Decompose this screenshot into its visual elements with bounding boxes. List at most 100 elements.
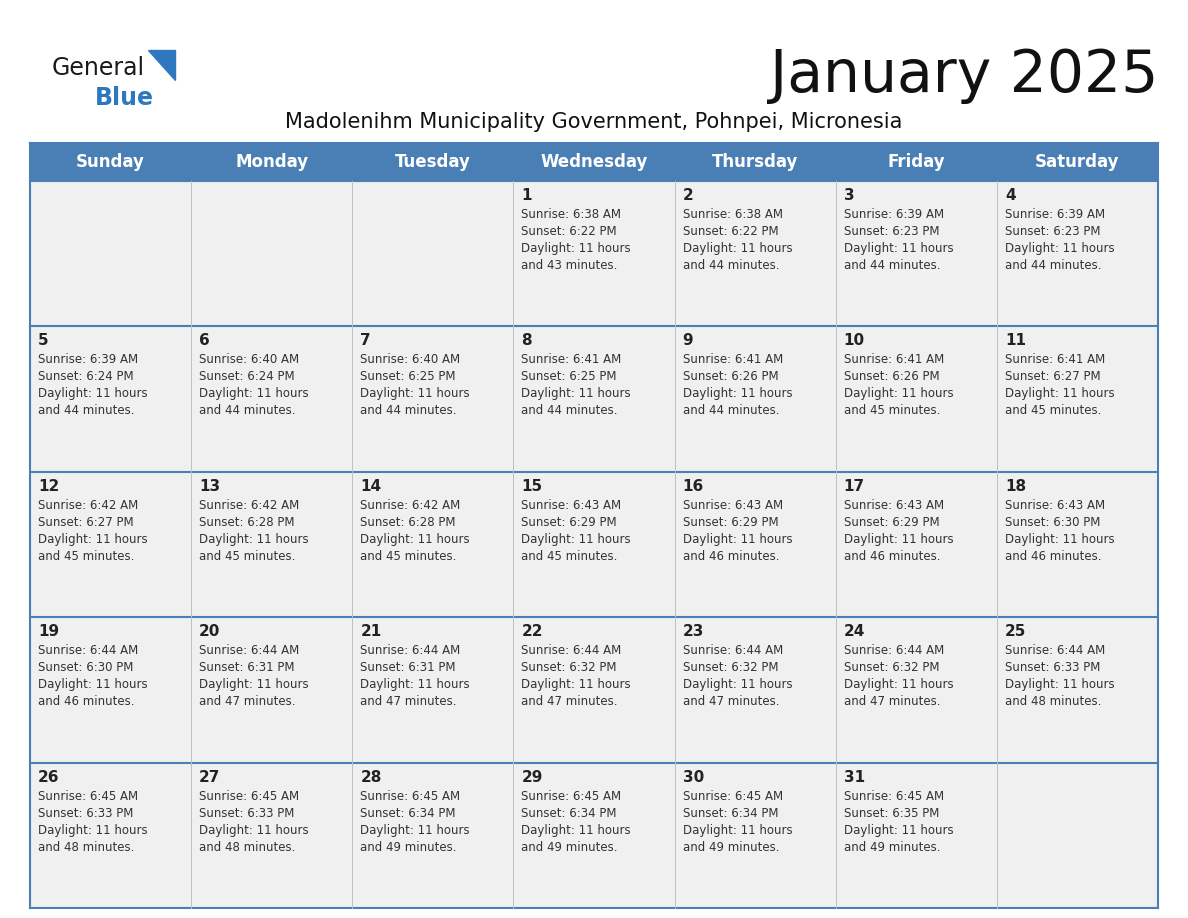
Bar (997, 763, 1158, 908)
Bar (30, 143, 191, 181)
Text: Sunday: Sunday (76, 153, 145, 171)
Text: Sunrise: 6:44 AM: Sunrise: 6:44 AM (843, 644, 944, 657)
Text: 29: 29 (522, 769, 543, 785)
Bar (191, 327, 353, 472)
Text: and 46 minutes.: and 46 minutes. (843, 550, 940, 563)
Text: 22: 22 (522, 624, 543, 639)
Text: Sunrise: 6:45 AM: Sunrise: 6:45 AM (843, 789, 943, 802)
Text: and 44 minutes.: and 44 minutes. (683, 259, 779, 272)
Text: Daylight: 11 hours: Daylight: 11 hours (200, 532, 309, 546)
Text: Sunset: 6:24 PM: Sunset: 6:24 PM (200, 370, 295, 384)
Text: Sunset: 6:28 PM: Sunset: 6:28 PM (360, 516, 456, 529)
Bar (191, 143, 353, 181)
Text: Daylight: 11 hours: Daylight: 11 hours (522, 823, 631, 836)
Text: and 48 minutes.: and 48 minutes. (38, 841, 134, 854)
Text: and 46 minutes.: and 46 minutes. (38, 695, 134, 708)
Text: Sunset: 6:23 PM: Sunset: 6:23 PM (1005, 225, 1100, 238)
Text: Sunset: 6:27 PM: Sunset: 6:27 PM (38, 516, 133, 529)
Bar (513, 763, 675, 908)
Text: Daylight: 11 hours: Daylight: 11 hours (360, 678, 470, 691)
Bar (30, 181, 191, 327)
Text: Sunrise: 6:45 AM: Sunrise: 6:45 AM (360, 789, 461, 802)
Text: Tuesday: Tuesday (394, 153, 470, 171)
Text: Daylight: 11 hours: Daylight: 11 hours (38, 387, 147, 400)
Text: Daylight: 11 hours: Daylight: 11 hours (683, 678, 792, 691)
Text: and 44 minutes.: and 44 minutes. (522, 405, 618, 418)
Text: Sunrise: 6:41 AM: Sunrise: 6:41 AM (843, 353, 944, 366)
Text: Sunrise: 6:44 AM: Sunrise: 6:44 AM (522, 644, 621, 657)
Text: and 47 minutes.: and 47 minutes. (843, 695, 940, 708)
Text: Daylight: 11 hours: Daylight: 11 hours (843, 387, 953, 400)
Text: Sunrise: 6:40 AM: Sunrise: 6:40 AM (360, 353, 461, 366)
Text: Sunset: 6:34 PM: Sunset: 6:34 PM (683, 807, 778, 820)
Text: Sunrise: 6:44 AM: Sunrise: 6:44 AM (1005, 644, 1105, 657)
Text: and 46 minutes.: and 46 minutes. (1005, 550, 1101, 563)
Text: Daylight: 11 hours: Daylight: 11 hours (522, 678, 631, 691)
Text: Sunset: 6:25 PM: Sunset: 6:25 PM (522, 370, 617, 384)
Text: 30: 30 (683, 769, 703, 785)
Text: Daylight: 11 hours: Daylight: 11 hours (200, 678, 309, 691)
Text: and 45 minutes.: and 45 minutes. (843, 405, 940, 418)
Text: 27: 27 (200, 769, 221, 785)
Text: Sunrise: 6:42 AM: Sunrise: 6:42 AM (200, 498, 299, 512)
Text: Daylight: 11 hours: Daylight: 11 hours (1005, 678, 1114, 691)
Text: Sunrise: 6:45 AM: Sunrise: 6:45 AM (200, 789, 299, 802)
Text: and 44 minutes.: and 44 minutes. (683, 405, 779, 418)
Text: Sunset: 6:31 PM: Sunset: 6:31 PM (360, 661, 456, 674)
Text: Sunrise: 6:44 AM: Sunrise: 6:44 AM (683, 644, 783, 657)
Bar (835, 181, 997, 327)
Text: Daylight: 11 hours: Daylight: 11 hours (360, 387, 470, 400)
Text: Sunrise: 6:41 AM: Sunrise: 6:41 AM (683, 353, 783, 366)
Text: Daylight: 11 hours: Daylight: 11 hours (843, 532, 953, 546)
Text: 21: 21 (360, 624, 381, 639)
Text: 28: 28 (360, 769, 381, 785)
Text: 20: 20 (200, 624, 221, 639)
Bar (997, 327, 1158, 472)
Text: Daylight: 11 hours: Daylight: 11 hours (38, 532, 147, 546)
Text: and 46 minutes.: and 46 minutes. (683, 550, 779, 563)
Text: January 2025: January 2025 (770, 47, 1158, 104)
Text: Sunrise: 6:40 AM: Sunrise: 6:40 AM (200, 353, 299, 366)
Text: Sunset: 6:30 PM: Sunset: 6:30 PM (38, 661, 133, 674)
Text: Thursday: Thursday (712, 153, 798, 171)
Text: and 45 minutes.: and 45 minutes. (200, 550, 296, 563)
Text: Sunset: 6:34 PM: Sunset: 6:34 PM (360, 807, 456, 820)
Text: Sunrise: 6:43 AM: Sunrise: 6:43 AM (522, 498, 621, 512)
Text: Daylight: 11 hours: Daylight: 11 hours (683, 823, 792, 836)
Text: 16: 16 (683, 479, 703, 494)
Text: Daylight: 11 hours: Daylight: 11 hours (683, 387, 792, 400)
Text: 17: 17 (843, 479, 865, 494)
Bar (513, 143, 675, 181)
Text: Sunset: 6:32 PM: Sunset: 6:32 PM (843, 661, 940, 674)
Text: and 44 minutes.: and 44 minutes. (360, 405, 456, 418)
Bar (30, 472, 191, 617)
Bar (353, 763, 513, 908)
Bar (675, 143, 835, 181)
Text: Monday: Monday (235, 153, 308, 171)
Text: Daylight: 11 hours: Daylight: 11 hours (200, 823, 309, 836)
Bar (513, 181, 675, 327)
Text: 14: 14 (360, 479, 381, 494)
Text: and 45 minutes.: and 45 minutes. (1005, 405, 1101, 418)
Text: Sunrise: 6:41 AM: Sunrise: 6:41 AM (1005, 353, 1105, 366)
Text: 3: 3 (843, 188, 854, 203)
Text: Sunset: 6:22 PM: Sunset: 6:22 PM (522, 225, 617, 238)
Text: Sunset: 6:29 PM: Sunset: 6:29 PM (522, 516, 617, 529)
Bar (835, 617, 997, 763)
Text: General: General (52, 56, 145, 80)
Text: 24: 24 (843, 624, 865, 639)
Text: Sunset: 6:24 PM: Sunset: 6:24 PM (38, 370, 133, 384)
Text: and 48 minutes.: and 48 minutes. (1005, 695, 1101, 708)
Bar (997, 143, 1158, 181)
Text: 7: 7 (360, 333, 371, 349)
Bar (30, 617, 191, 763)
Text: Daylight: 11 hours: Daylight: 11 hours (522, 387, 631, 400)
Text: Friday: Friday (887, 153, 946, 171)
Text: and 49 minutes.: and 49 minutes. (360, 841, 456, 854)
Text: Daylight: 11 hours: Daylight: 11 hours (1005, 387, 1114, 400)
Text: 23: 23 (683, 624, 704, 639)
Bar (675, 617, 835, 763)
Text: Sunset: 6:25 PM: Sunset: 6:25 PM (360, 370, 456, 384)
Text: Saturday: Saturday (1035, 153, 1119, 171)
Bar (191, 472, 353, 617)
